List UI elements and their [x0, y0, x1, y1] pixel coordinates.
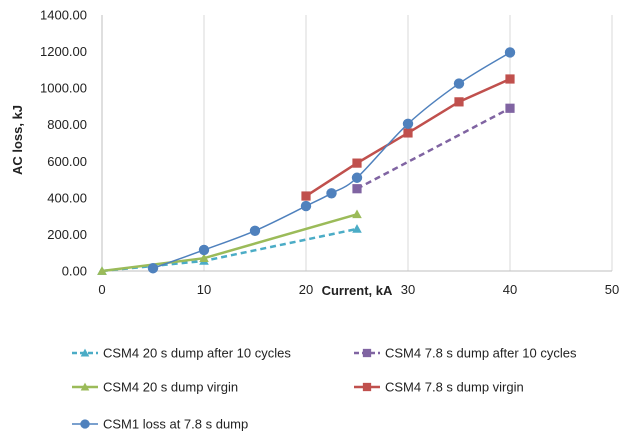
series-4	[147, 47, 516, 274]
legend-item: CSM4 20 s dump after 10 cycles	[72, 346, 291, 361]
data-point	[80, 382, 90, 391]
legend-label: CSM1 loss at 7.8 s dump	[103, 417, 248, 432]
y-tick-label: 600.00	[47, 154, 87, 169]
y-tick-label: 0.00	[62, 264, 87, 279]
data-point	[147, 263, 159, 274]
grid-lines	[203, 15, 613, 271]
data-point	[362, 382, 372, 392]
x-tick-label: 50	[605, 282, 619, 297]
y-tick-labels: 0.00 200.00 400.00 600.00 800.00 1000.00 1200.…	[40, 8, 87, 279]
y-axis-title: AC loss, kJ	[10, 105, 25, 175]
plot-series	[97, 47, 516, 275]
series-line	[356, 107, 511, 190]
y-tick-label: 800.00	[47, 117, 87, 132]
axes	[101, 15, 612, 272]
y-tick-label: 1000.00	[40, 81, 87, 96]
x-tick-label: 20	[299, 282, 313, 297]
series-2	[97, 209, 362, 275]
legend-label: CSM4 7.8 s dump virgin	[385, 380, 524, 395]
data-point	[352, 184, 362, 194]
data-point	[362, 348, 372, 358]
y-tick-label: 1400.00	[40, 8, 87, 23]
series-1	[352, 103, 515, 194]
data-point	[80, 348, 90, 357]
x-axis-title: Current, kA	[322, 283, 393, 298]
data-point	[352, 209, 362, 219]
x-tick-label: 40	[503, 282, 517, 297]
legend-item: CSM1 loss at 7.8 s dump	[72, 417, 248, 432]
y-tick-label: 200.00	[47, 227, 87, 242]
data-point	[352, 224, 362, 233]
data-point	[249, 225, 261, 236]
data-point	[301, 191, 311, 201]
data-point	[199, 253, 209, 263]
data-point	[453, 78, 465, 89]
data-point	[198, 244, 210, 256]
x-tick-label: 10	[197, 282, 211, 297]
legend: CSM4 20 s dump after 10 cycles CSM4 7.8 s…	[72, 346, 577, 432]
y-tick-label: 1200.00	[40, 44, 87, 59]
data-point	[97, 266, 107, 275]
data-point	[505, 103, 515, 113]
data-point	[351, 172, 363, 183]
legend-label: CSM4 20 s dump virgin	[103, 380, 238, 395]
data-point	[504, 47, 516, 58]
data-point	[352, 158, 362, 168]
y-tick-label: 400.00	[47, 190, 87, 205]
legend-label: CSM4 20 s dump after 10 cycles	[103, 346, 291, 361]
x-tick-label: 30	[401, 282, 415, 297]
legend-item: CSM4 7.8 s dump virgin	[354, 380, 524, 395]
data-point	[326, 188, 337, 199]
data-point	[403, 128, 413, 138]
x-tick-label: 0	[98, 282, 105, 297]
data-point	[505, 74, 515, 84]
legend-item: CSM4 7.8 s dump after 10 cycles	[354, 346, 577, 361]
series-3	[301, 74, 515, 201]
legend-label: CSM4 7.8 s dump after 10 cycles	[385, 346, 577, 361]
x-tick-labels: 0 10 20 30 40 50	[98, 282, 619, 297]
data-point	[454, 97, 464, 107]
data-point	[402, 118, 414, 129]
series-line	[101, 213, 358, 273]
data-point	[300, 200, 312, 212]
legend-item: CSM4 20 s dump virgin	[72, 380, 238, 395]
data-point	[80, 419, 90, 429]
